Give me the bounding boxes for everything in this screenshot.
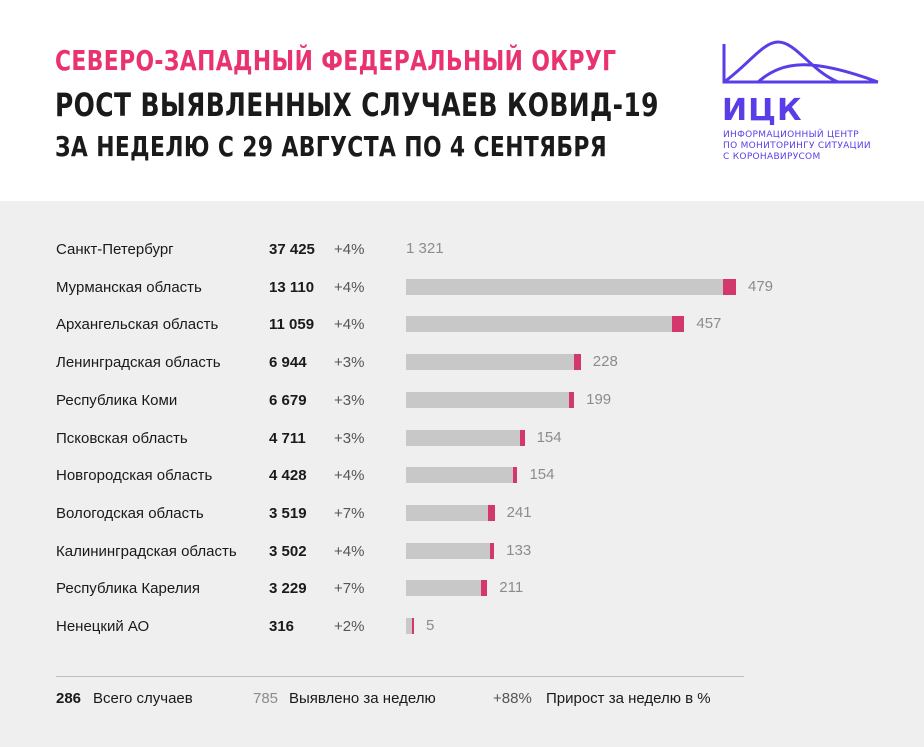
region-name: Ненецкий АО [56, 618, 150, 635]
region-name: Ленинградская область [56, 354, 221, 372]
title-region: СЕВЕРО-ЗАПАДНЫЙ ФЕДЕРАЛЬНЫЙ ОКРУГ [55, 44, 617, 77]
total-cases-label: 3 229 [269, 580, 307, 598]
region-name: Республика Коми [56, 391, 178, 409]
weekly-new-segment [671, 316, 685, 333]
logo-abbreviation: ИЦК [722, 93, 803, 128]
chart-row: Псковская область 4 711 +3% 154 [0, 424, 924, 454]
growth-percent-label: +7% [334, 580, 365, 598]
total-cases-bar [406, 580, 488, 597]
weekly-new-segment [487, 504, 495, 521]
logo-subtitle-line: ИНФОРМАЦИОННЫЙ ЦЕНТР [723, 130, 859, 140]
legend-divider [56, 676, 744, 677]
weekly-new-segment [412, 618, 414, 634]
growth-percent-label: +7% [334, 504, 365, 522]
growth-percent-label: +4% [334, 278, 365, 296]
weekly-new-label: 199 [586, 390, 612, 408]
growth-percent-label: +3% [334, 354, 365, 372]
weekly-new-label: 133 [506, 541, 532, 559]
title-period: ЗА НЕДЕЛЮ С 29 АВГУСТА ПО 4 СЕНТЯБРЯ [55, 130, 608, 163]
region-name: Новгородская область [56, 467, 213, 485]
weekly-new-segment [481, 580, 488, 597]
total-cases-label: 3 519 [269, 504, 307, 522]
growth-percent-label: +2% [334, 618, 365, 635]
legend-growth-label: Прирост за неделю в % [546, 690, 711, 707]
logo: ИЦК ИНФОРМАЦИОННЫЙ ЦЕНТР ПО МОНИТОРИНГУ … [718, 40, 898, 180]
growth-percent-label: +4% [334, 316, 365, 334]
region-name: Калининградская область [56, 542, 237, 560]
logo-subtitle-line: ПО МОНИТОРИНГУ СИТУАЦИИ [723, 141, 871, 151]
growth-percent-label: +3% [334, 429, 365, 447]
growth-percent-label: +3% [334, 391, 365, 409]
region-name: Мурманская область [56, 278, 202, 296]
legend-total-sample: 286 [56, 690, 82, 707]
total-cases-bar [406, 504, 495, 521]
legend-growth-sample: +88% [493, 690, 532, 707]
total-cases-label: 4 711 [269, 429, 306, 447]
growth-percent-label: +4% [334, 241, 365, 258]
header: СЕВЕРО-ЗАПАДНЫЙ ФЕДЕРАЛЬНЫЙ ОКРУГ РОСТ В… [0, 0, 924, 200]
total-cases-label: 316 [269, 618, 295, 635]
weekly-new-label: 457 [696, 315, 722, 333]
title-main: РОСТ ВЫЯВЛЕННЫХ СЛУЧАЕВ КОВИД-19 [55, 86, 659, 124]
weekly-new-segment [574, 354, 581, 371]
chart-row: Калининградская область 3 502 +4% 133 [0, 537, 924, 567]
weekly-new-label: 154 [529, 466, 555, 484]
logo-subtitle-line: С КОРОНАВИРУСОМ [723, 152, 821, 162]
total-cases-bar [406, 467, 518, 484]
legend-weekly-label: Выявлено за неделю [289, 690, 436, 707]
weekly-new-label: 211 [499, 579, 524, 597]
legend-weekly-sample: 785 [253, 690, 279, 707]
total-cases-label: 3 502 [269, 542, 307, 560]
weekly-new-label: 1 321 [406, 240, 444, 257]
region-name: Архангельская область [56, 316, 219, 334]
total-cases-bar [406, 618, 414, 634]
region-name: Вологодская область [56, 504, 204, 522]
region-name: Псковская область [56, 429, 188, 447]
logo-mountain-icon [722, 40, 879, 84]
chart-row: Новгородская область 4 428 +4% 154 [0, 461, 924, 491]
weekly-new-segment [568, 391, 575, 408]
chart-row: Санкт-Петербург 37 425 +4% 1 321 [0, 235, 924, 265]
chart-row: Республика Коми 6 679 +3% 199 [0, 386, 924, 416]
weekly-new-segment [722, 278, 736, 295]
weekly-new-segment [513, 467, 518, 484]
total-cases-label: 4 428 [269, 467, 307, 485]
total-cases-label: 13 110 [269, 278, 315, 296]
total-cases-bar [406, 278, 736, 295]
logo-subtitle: ИНФОРМАЦИОННЫЙ ЦЕНТР ПО МОНИТОРИНГУ СИТУ… [723, 130, 898, 163]
chart-row: Ненецкий АО 316 +2% 5 [0, 612, 924, 642]
total-cases-bar [406, 429, 525, 446]
weekly-new-label: 241 [506, 503, 532, 521]
region-name: Санкт-Петербург [56, 241, 174, 258]
total-cases-label: 11 059 [269, 316, 315, 334]
chart-row: Архангельская область 11 059 +4% 457 [0, 310, 924, 340]
weekly-new-label: 154 [536, 428, 562, 446]
total-cases-bar [406, 354, 581, 371]
weekly-new-label: 228 [592, 353, 618, 371]
chart-row: Республика Карелия 3 229 +7% 211 [0, 574, 924, 604]
total-cases-bar [406, 316, 685, 333]
total-cases-bar [406, 542, 495, 559]
weekly-new-label: 479 [748, 277, 774, 295]
legend-total-label: Всего случаев [93, 690, 193, 707]
total-cases-bar [406, 391, 575, 408]
total-cases-label: 37 425 [269, 241, 315, 258]
weekly-new-label: 5 [426, 617, 435, 634]
chart-row: Вологодская область 3 519 +7% 241 [0, 499, 924, 529]
growth-percent-label: +4% [334, 467, 365, 485]
region-name: Республика Карелия [56, 580, 200, 598]
weekly-new-segment [490, 542, 495, 559]
chart-row: Ленинградская область 6 944 +3% 228 [0, 348, 924, 378]
total-cases-label: 6 679 [269, 391, 307, 409]
total-cases-label: 6 944 [269, 354, 307, 372]
weekly-new-segment [520, 429, 525, 446]
growth-percent-label: +4% [334, 542, 365, 560]
chart-row: Мурманская область 13 110 +4% 479 [0, 273, 924, 303]
